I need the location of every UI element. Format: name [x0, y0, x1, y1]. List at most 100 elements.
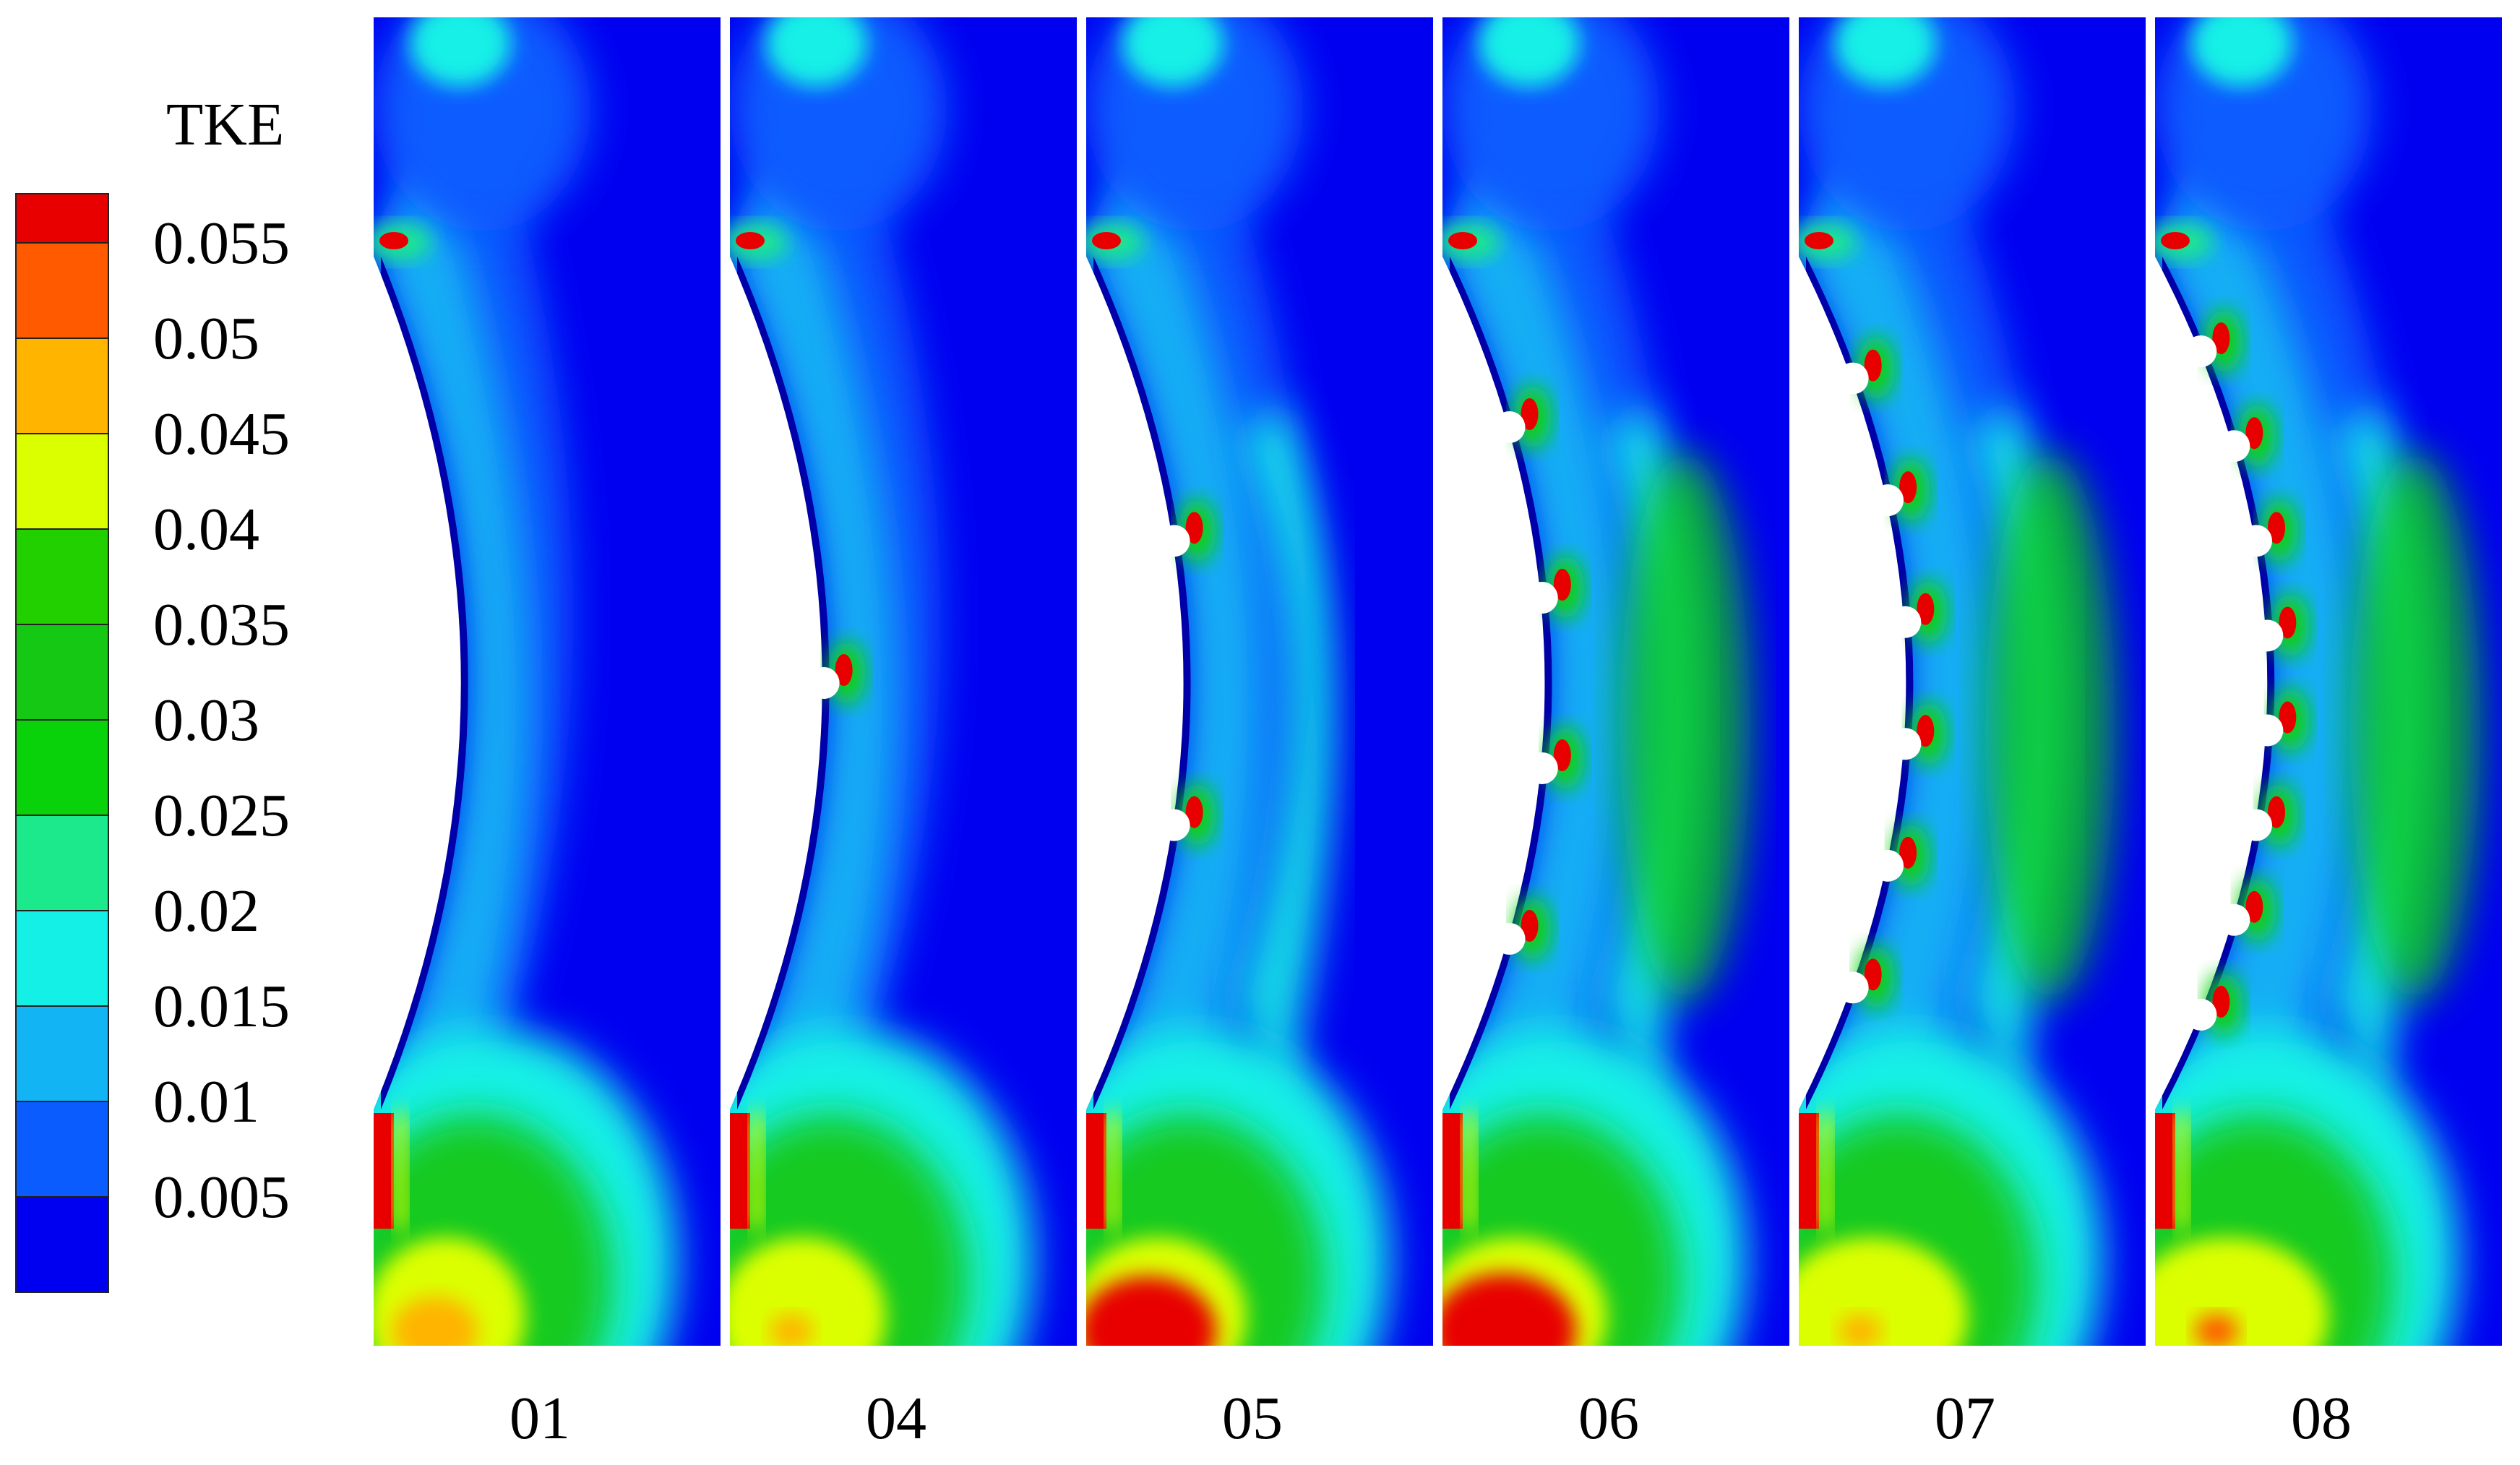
contour-band [1799, 1237, 1968, 1346]
blade-bump [1836, 362, 1869, 395]
contour-hotspot [1442, 1113, 1463, 1229]
legend-swatch [15, 242, 109, 339]
blade-bump [1493, 411, 1526, 443]
contour-hotspot [1899, 836, 1917, 869]
contour-panel: 05 [1086, 17, 1433, 1452]
blade-bump [1889, 606, 1922, 638]
contour-band [1985, 452, 2115, 1001]
blade-surface [1799, 257, 1906, 1109]
legend-tick-label: 0.015 [153, 973, 290, 1040]
contour-hotspot [1805, 232, 1833, 249]
panel-label: 07 [1935, 1385, 1995, 1452]
blade-surface [1442, 257, 1545, 1109]
contour-band [766, 17, 867, 87]
legend-tick-label: 0.035 [153, 591, 290, 658]
contour-hotspot [2155, 1113, 2175, 1229]
contour-hotspot [1448, 232, 1477, 249]
blade-bump [1889, 728, 1922, 760]
legend-tick-label: 0.01 [153, 1068, 259, 1135]
contour-band [730, 148, 895, 1254]
legend-tick-label: 0.005 [153, 1164, 290, 1231]
blade-bump [1872, 849, 1904, 882]
legend-swatch [15, 719, 109, 816]
legend-swatch [15, 815, 109, 911]
contour-hotspot [2279, 701, 2297, 734]
contour-band [2155, 46, 2412, 1326]
contour-hotspot [835, 654, 853, 686]
legend-swatch [15, 528, 109, 625]
contour-band [730, 1237, 886, 1346]
contour-hotspot [1463, 1113, 1476, 1229]
contour-panel: 08 [2155, 17, 2502, 1452]
contour-band [1086, 46, 1309, 1326]
contour-hotspot [1185, 512, 1203, 544]
contour-band [410, 17, 511, 87]
contour-hotspot [2175, 1113, 2188, 1229]
contour-panel: 04 [730, 17, 1077, 1452]
blade-bump [2185, 998, 2217, 1031]
legend-swatch [15, 338, 109, 434]
contour-hotspot [1086, 1113, 1106, 1229]
contour-hotspot [379, 232, 408, 249]
contour-band [730, 46, 941, 1326]
legend-tick-labels: 0.055 0.05 0.045 0.04 0.035 0.03 0.025 0.02 0.01… [153, 210, 290, 1231]
blade-bump [2251, 619, 2284, 652]
contour-panel: 06 [1442, 17, 1789, 1452]
contour-hotspot [1864, 958, 1882, 991]
contour-hotspot [1553, 739, 1571, 771]
blade-bump [1526, 582, 1558, 614]
blade-bump [2240, 809, 2272, 841]
contour-hotspot [2212, 985, 2230, 1018]
contour-hotspot [374, 1113, 394, 1229]
contour-hotspot [1799, 1113, 1819, 1229]
contour-hotspot [2195, 1314, 2238, 1346]
color-legend: TKE 0.055 0.05 0.045 0.04 0.035 0.03 0.025 0.02… [15, 91, 290, 1293]
legend-swatch [15, 1196, 109, 1293]
contour-band [1835, 17, 1936, 87]
panel-label: 06 [1578, 1385, 1639, 1452]
contour-band [1620, 452, 1750, 1001]
legend-swatch [15, 193, 109, 244]
panel-label: 01 [509, 1385, 570, 1452]
blade-bump [2185, 335, 2217, 368]
contour-band [2155, 148, 2360, 1254]
blade-surface [1086, 257, 1184, 1109]
contour-band [1442, 148, 1627, 1254]
contour-band [1442, 46, 1676, 1326]
contour-panels: 01 04 05 06 07 08 [374, 17, 2502, 1452]
contour-band [2350, 452, 2480, 1001]
contour-hotspot [770, 1314, 813, 1346]
blade-bump [1158, 525, 1190, 557]
contour-panel: 07 [1799, 17, 2146, 1452]
contour-hotspot [1086, 1276, 1216, 1346]
legend-color-bar [15, 193, 109, 1293]
contour-hotspot [2245, 417, 2263, 450]
contour-hotspot [1553, 569, 1571, 601]
legend-tick-label: 0.045 [153, 400, 290, 468]
legend-tick-label: 0.02 [153, 877, 259, 945]
panel-label: 05 [1222, 1385, 1283, 1452]
contour-band [1122, 17, 1224, 87]
contour-band [1086, 148, 1262, 1254]
contour-hotspot [1106, 1113, 1119, 1229]
contour-hotspot [2212, 322, 2230, 355]
contour-hotspot [1917, 715, 1935, 747]
contour-hotspot [2268, 796, 2285, 828]
blade-bump [1526, 752, 1558, 784]
blade-bump [2218, 903, 2250, 936]
blade-surface [730, 257, 822, 1109]
legend-tick-label: 0.04 [153, 496, 259, 563]
contour-band [1799, 148, 1994, 1254]
contour-hotspot [1092, 232, 1121, 249]
contour-hotspot [750, 1113, 763, 1229]
legend-swatch [15, 1101, 109, 1198]
contour-panel: 01 [374, 17, 721, 1452]
legend-swatch [15, 433, 109, 530]
legend-title: TKE [166, 91, 284, 158]
contour-hotspot [2245, 890, 2263, 923]
contour-band [1479, 17, 1580, 87]
blade-bump [1493, 923, 1526, 955]
legend-tick-label: 0.025 [153, 782, 290, 849]
contour-hotspot [2279, 606, 2297, 639]
